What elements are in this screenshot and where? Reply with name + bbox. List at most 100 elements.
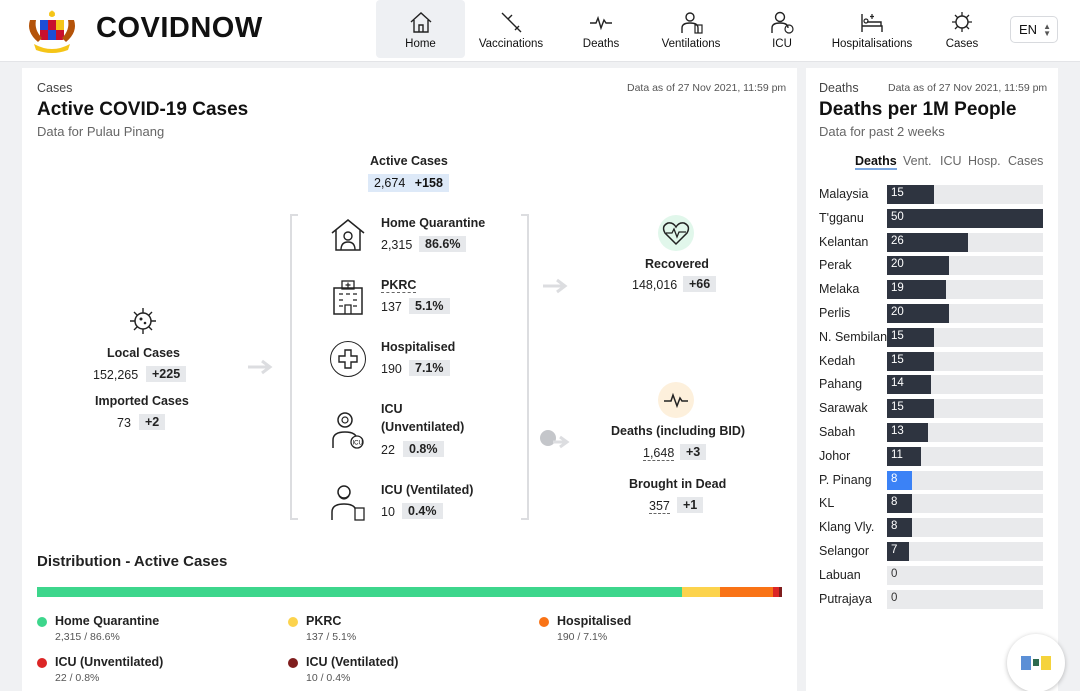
bar-row: P. Pinang 8 [819,470,1043,490]
legend-item: Home Quarantine 2,315 / 86.6% [37,614,159,643]
state-label: Pahang [819,377,863,392]
tab-cases[interactable]: Cases [1008,154,1044,168]
nav-label: Deaths [582,38,620,50]
svg-text:ICU: ICU [353,441,363,447]
bar-track: 15 [887,185,1043,204]
pkrc-value: 137 [381,300,402,314]
home-quarantine-pct: 86.6% [419,236,467,252]
imported-cases-label: Imported Cases [95,394,189,408]
pulse-icon [658,382,694,418]
legend-label: Hospitalised [557,614,632,628]
bar-row: Johor 11 [819,446,1043,466]
hospital-bed-icon [861,14,883,32]
nav-home[interactable]: Home [376,0,465,58]
panel-eyebrow: Cases [37,81,73,95]
state-label: Johor [819,448,851,463]
chart-subtitle: Data for past 2 weeks [819,124,945,139]
bar-value-label: 19 [891,282,904,295]
state-label: Sabah [819,425,856,439]
bar-track: 0 [887,565,1043,585]
local-cases-delta: +225 [146,366,187,382]
home-quarantine-value: 2,315 [381,238,413,252]
bar-row: Pahang 14 [819,375,1043,395]
bar-row: Malaysia 15 [819,185,1043,204]
legend-label: ICU (Ventilated) [306,655,399,669]
pkrc-pct: 5.1% [409,298,450,314]
arrow-right-icon [248,359,273,375]
bar-track: 19 [887,280,1043,300]
nav-hospitalisations[interactable]: Hospitalisations [824,0,920,58]
pkrc-label[interactable]: PKRC [381,278,417,293]
tab-deaths[interactable]: Deaths [855,154,897,170]
top-header: COVIDNOW Home Vaccinations Deaths Ventil… [0,0,1080,62]
state-label: Perak [819,258,852,273]
bid-value[interactable]: 357 [649,499,670,514]
icu-ventilated-label: ICU (Ventilated) [381,483,474,497]
legend-dot [288,617,298,627]
tab-icu[interactable]: ICU [940,154,962,168]
bracket-left [290,214,298,520]
bar-value-label: 15 [891,401,904,414]
nav-deaths[interactable]: Deaths [560,0,642,58]
bar-value-label: 14 [891,377,904,390]
bid-label: Brought in Dead [629,477,727,491]
bar-track: 26 [887,232,1043,252]
imported-cases-value: 73 [117,416,131,430]
language-select[interactable]: EN ▲ ▼ [1010,16,1058,43]
bar-row: Sabah 13 [819,423,1043,442]
distribution-title: Distribution - Active Cases [37,553,228,570]
heart-pulse-icon [658,215,694,251]
data-timestamp: Data as of 27 Nov 2021, 11:59 pm [888,82,1048,94]
bar-value-label: 8 [891,472,898,485]
distribution-segment [778,587,782,597]
icu-unventilated-label-2: (Unventilated) [381,420,465,434]
hospitalised-value: 190 [381,362,402,376]
bar-row: Klang Vly. 8 [819,518,1043,538]
active-cases-label: Active Cases [370,154,448,168]
nav-icu[interactable]: ICU [752,0,812,58]
legend-label: Home Quarantine [55,614,160,628]
bar-track: 15 [887,327,1043,347]
bar [887,399,934,419]
icu-unventilated-pct: 0.8% [403,441,444,457]
state-flag-button[interactable] [1007,634,1065,691]
bar [887,185,934,204]
hospitalised-pct: 7.1% [409,360,450,376]
data-timestamp: Data as of 27 Nov 2021, 11:59 pm [627,82,787,94]
bar-track: 8 [887,518,1043,538]
nav-vaccinations[interactable]: Vaccinations [466,0,556,58]
nav-ventilations[interactable]: Ventilations [648,0,734,58]
icu-ventilated-value: 10 [381,505,395,519]
nav-label: Ventilations [661,38,721,50]
bar [887,518,912,538]
bar-value-label: 13 [891,425,904,437]
bar-value-label: 7 [891,544,898,556]
state-label: Malaysia [819,187,869,201]
state-label: Selangor [819,544,870,558]
bar-row: Kedah 15 [819,351,1043,371]
bar-row: KL 8 [819,494,1043,514]
deaths-value[interactable]: 1,648 [643,446,675,461]
bar [887,327,934,347]
active-cases-delta: +158 [414,176,443,190]
bar-track: 15 [887,399,1043,419]
legend-item: PKRC 137 / 5.1% [288,614,356,643]
bar [887,542,909,561]
icu-unventilated-label: ICU [381,402,403,416]
legend-dot [288,658,298,668]
legend-dot [37,617,47,627]
bar-row: Putrajaya 0 [819,589,1043,609]
nav-cases[interactable]: Cases [934,0,990,58]
tab-ventilation[interactable]: Vent. [903,154,932,168]
bar [887,494,912,514]
bar-value-label: 15 [891,329,904,342]
bracket-right [521,214,529,520]
state-label: Melaka [819,282,860,297]
bar-track: 8 [887,470,1043,490]
home-quarantine-icon [331,219,365,251]
legend-label: ICU (Unventilated) [55,655,164,669]
tab-hospitalisation[interactable]: Hosp. [968,154,1001,168]
legend-detail: 22 / 0.8% [55,672,100,684]
distribution-segment [682,587,721,597]
penang-flag-icon [1021,656,1051,670]
